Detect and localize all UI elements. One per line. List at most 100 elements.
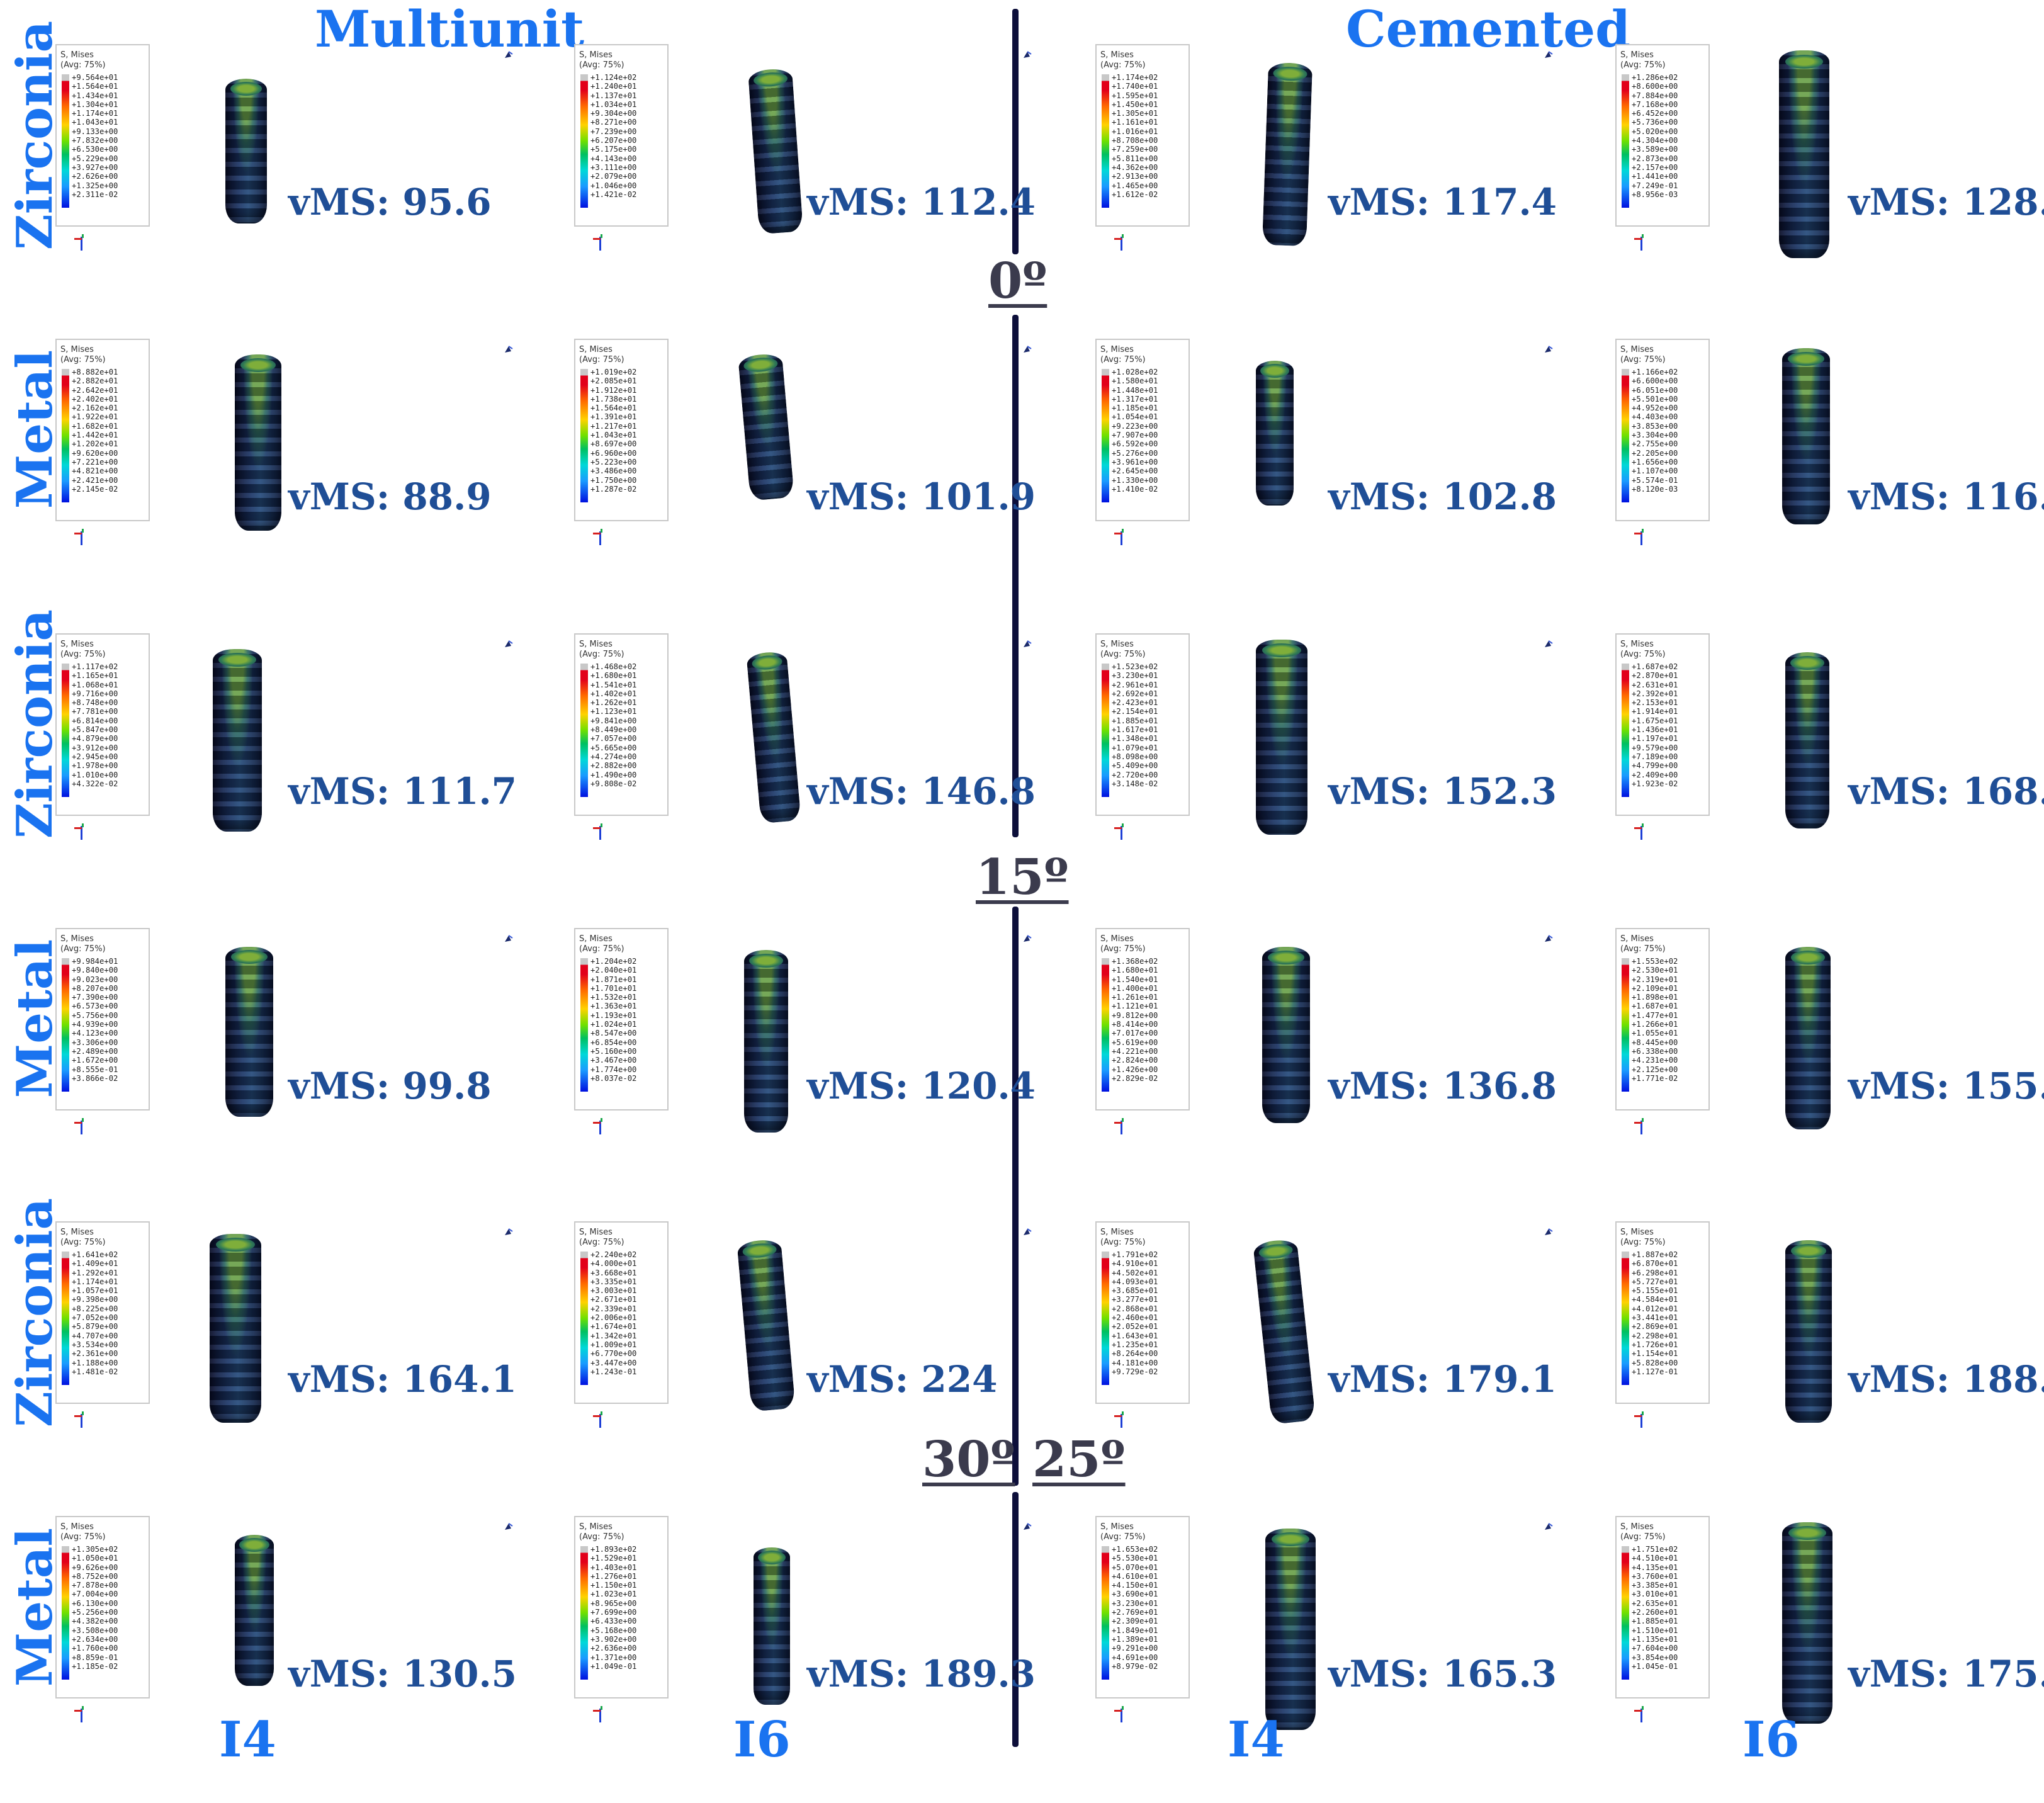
color-scale-bar bbox=[1622, 958, 1629, 1092]
legend-value: +9.626e+00 bbox=[72, 1563, 118, 1572]
legend-value: +8.449e+00 bbox=[590, 725, 637, 735]
legend-subtitle: (Avg: 75%) bbox=[579, 60, 624, 70]
legend-value: +5.828e+00 bbox=[1632, 1358, 1678, 1367]
legend-value: +5.070e+01 bbox=[1112, 1563, 1158, 1572]
legend-value: +9.620e+00 bbox=[72, 448, 118, 458]
legend-value: +1.441e+00 bbox=[1632, 172, 1678, 181]
legend-value: +1.450e+01 bbox=[1112, 99, 1158, 109]
stress-legend: S, Mises (Avg: 75%) +1.687e+02 +2.870e+01 +2… bbox=[1615, 633, 1710, 816]
legend-value: +1.135e+01 bbox=[1632, 1634, 1678, 1644]
color-scale-bar bbox=[580, 74, 588, 208]
legend-value: +1.923e-02 bbox=[1632, 779, 1678, 788]
legend-value: +4.610e+01 bbox=[1112, 1571, 1158, 1581]
legend-value: +6.870e+01 bbox=[1632, 1259, 1678, 1269]
legend-value: +8.271e+00 bbox=[590, 118, 637, 127]
legend-value: +2.642e+01 bbox=[72, 385, 118, 395]
view-orientation-icon bbox=[502, 49, 515, 62]
vms-value: vMS: 168.7 bbox=[1848, 770, 2044, 813]
legend-value: +1.049e-01 bbox=[590, 1661, 637, 1671]
color-scale-bar bbox=[1102, 74, 1109, 208]
legend-value: +6.207e+00 bbox=[590, 136, 637, 145]
legend-value: +2.961e+01 bbox=[1112, 680, 1158, 689]
legend-values: +1.893e+02 +1.529e+01 +1.403e+01 +1.276e+01… bbox=[590, 1545, 636, 1671]
legend-value: +7.699e+00 bbox=[590, 1608, 637, 1617]
legend-value: +5.229e+00 bbox=[72, 154, 118, 163]
legend-value: +8.037e-02 bbox=[590, 1073, 637, 1083]
coordinate-triad-icon bbox=[1114, 1706, 1129, 1725]
legend-value: +1.680e+01 bbox=[1112, 966, 1158, 975]
vms-value: vMS: 117.4 bbox=[1328, 181, 1557, 223]
implant-model bbox=[738, 353, 794, 501]
angle-label-0: 0º bbox=[988, 252, 1047, 310]
legend-value: +2.260e+01 bbox=[1632, 1608, 1678, 1617]
implant-model bbox=[748, 67, 803, 235]
legend-value: +1.675e+01 bbox=[1632, 716, 1678, 725]
center-divider bbox=[1012, 9, 1019, 254]
legend-value: +7.781e+00 bbox=[72, 707, 118, 716]
legend-value: +6.600e+00 bbox=[1632, 376, 1678, 386]
legend-value: +2.006e+01 bbox=[590, 1313, 637, 1323]
legend-value: +1.653e+02 bbox=[1112, 1545, 1158, 1554]
legend-value: +1.266e+01 bbox=[1632, 1020, 1678, 1029]
legend-value: +1.643e+01 bbox=[1112, 1331, 1158, 1340]
legend-value: +2.870e+01 bbox=[1632, 671, 1678, 681]
legend-value: +2.882e+01 bbox=[72, 376, 118, 386]
legend-value: +2.824e+00 bbox=[1112, 1056, 1158, 1065]
legend-value: +3.760e+01 bbox=[1632, 1571, 1678, 1581]
legend-value: +1.912e+01 bbox=[590, 385, 637, 395]
fea-panel: S, Mises (Avg: 75%) +1.166e+02 +6.600e+00 +6… bbox=[1615, 332, 2044, 626]
coordinate-triad-icon bbox=[593, 823, 608, 842]
color-scale-bar bbox=[1622, 1546, 1629, 1680]
legend-value: +2.361e+00 bbox=[72, 1349, 118, 1359]
view-orientation-icon bbox=[1542, 1521, 1555, 1534]
legend-value: +1.541e+01 bbox=[590, 680, 637, 689]
legend-values: +2.240e+02 +4.000e+01 +3.668e+01 +3.335e+01… bbox=[590, 1250, 636, 1376]
legend-value: +3.010e+01 bbox=[1632, 1590, 1678, 1599]
legend-value: +9.579e+00 bbox=[1632, 743, 1678, 752]
legend-value: +1.127e-01 bbox=[1632, 1367, 1678, 1376]
fea-panel: S, Mises (Avg: 75%) +1.019e+02 +2.085e+01 +1… bbox=[574, 332, 1078, 626]
stress-legend: S, Mises (Avg: 75%) +9.984e+01 +9.840e+00 +9… bbox=[55, 928, 150, 1111]
coordinate-triad-icon bbox=[1634, 1706, 1649, 1725]
vms-value: vMS: 136.8 bbox=[1328, 1065, 1557, 1107]
coordinate-triad-icon bbox=[593, 1411, 608, 1430]
stress-legend: S, Mises (Avg: 75%) +1.887e+02 +6.870e+01 +6… bbox=[1615, 1221, 1710, 1404]
header-cemented: Cemented bbox=[1346, 0, 1631, 59]
legend-value: +2.634e+00 bbox=[72, 1634, 118, 1644]
legend-value: +1.564e+01 bbox=[72, 82, 118, 91]
vms-value: vMS: 101.9 bbox=[807, 475, 1036, 518]
legend-value: +1.276e+01 bbox=[590, 1571, 637, 1581]
legend-value: +1.363e+01 bbox=[590, 1002, 637, 1011]
legend-value: +2.755e+00 bbox=[1632, 439, 1678, 449]
legend-value: +4.952e+00 bbox=[1632, 404, 1678, 413]
legend-value: +1.442e+01 bbox=[72, 431, 118, 440]
legend-subtitle: (Avg: 75%) bbox=[60, 944, 106, 954]
implant-model bbox=[210, 1234, 261, 1423]
legend-value: +1.010e+00 bbox=[72, 770, 118, 779]
legend-value: +8.445e+00 bbox=[1632, 1037, 1678, 1047]
color-scale-bar bbox=[1102, 1546, 1109, 1680]
legend-value: +2.423e+01 bbox=[1112, 698, 1158, 708]
legend-value: +3.306e+00 bbox=[72, 1037, 118, 1047]
legend-values: +1.887e+02 +6.870e+01 +6.298e+01 +5.727e+01… bbox=[1632, 1250, 1678, 1376]
implant-model bbox=[1253, 1238, 1316, 1425]
legend-subtitle: (Avg: 75%) bbox=[60, 60, 106, 70]
legend-value: +1.751e+02 bbox=[1632, 1545, 1678, 1554]
view-orientation-icon bbox=[1021, 1521, 1034, 1534]
legend-value: +6.770e+00 bbox=[590, 1349, 637, 1359]
legend-value: +4.691e+00 bbox=[1112, 1653, 1158, 1662]
legend-value: +3.385e+01 bbox=[1632, 1581, 1678, 1590]
legend-subtitle: (Avg: 75%) bbox=[1100, 944, 1146, 954]
implant-model bbox=[744, 950, 788, 1133]
legend-value: +7.189e+00 bbox=[1632, 752, 1678, 761]
vms-value: vMS: 224 bbox=[807, 1358, 998, 1401]
stress-legend: S, Mises (Avg: 75%) +1.468e+02 +1.680e+01 +1… bbox=[574, 633, 669, 816]
implant-model bbox=[754, 1547, 790, 1705]
legend-subtitle: (Avg: 75%) bbox=[579, 944, 624, 954]
legend-value: +2.626e+00 bbox=[72, 172, 118, 181]
implant-model bbox=[1256, 361, 1294, 506]
legend-value: +4.939e+00 bbox=[72, 1020, 118, 1029]
legend-title: S, Mises bbox=[579, 1228, 613, 1237]
implant-model bbox=[737, 1238, 796, 1412]
view-orientation-icon bbox=[1542, 638, 1555, 651]
